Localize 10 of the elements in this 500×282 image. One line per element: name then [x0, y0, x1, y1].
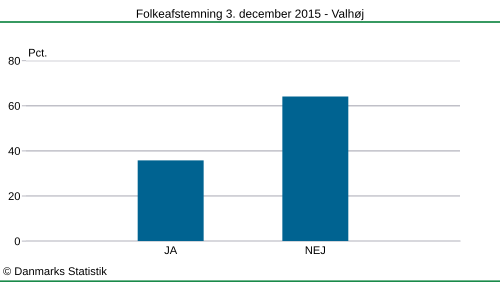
x-tick-label: JA: [164, 246, 178, 254]
x-tick-label: NEJ: [306, 246, 326, 254]
y-tick-label: 80: [8, 56, 20, 65]
chart-title: Folkeafstemning 3. december 2015 - Valhøj: [136, 9, 364, 20]
y-tick-label: 0: [14, 237, 20, 246]
y-tick-label: 60: [8, 102, 20, 110]
y-tick-label: 20: [8, 192, 20, 200]
y-axis-title: Pct.: [29, 48, 46, 57]
y-tick-label: 40: [8, 147, 20, 156]
text: © Danmarks Statistik: [3, 266, 107, 276]
